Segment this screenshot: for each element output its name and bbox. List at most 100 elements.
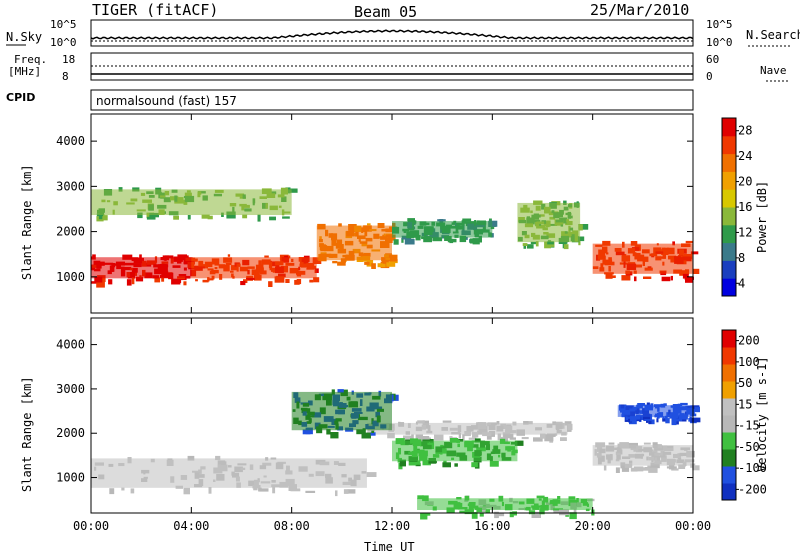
echo-cell <box>544 436 554 442</box>
echo-cell <box>690 251 699 255</box>
echo-cell <box>531 511 541 518</box>
echo-cell <box>92 254 96 260</box>
echo-cell <box>108 279 113 285</box>
echo-cell <box>370 432 376 436</box>
echo-cell <box>530 241 537 245</box>
echo-cell <box>387 432 395 439</box>
echo-cell <box>313 277 320 283</box>
colorbar-tick-label: 200 <box>738 334 760 348</box>
echo-region <box>592 445 693 466</box>
x-tick-label: 16:00 <box>474 519 510 533</box>
colorbar-swatch <box>722 242 736 261</box>
echo-cell <box>422 495 429 502</box>
echo-cell <box>146 216 156 220</box>
colorbar-swatch <box>722 364 736 382</box>
echo-cell <box>468 437 477 440</box>
echo-cell <box>648 467 658 473</box>
colorbar-swatch <box>722 381 736 399</box>
colorbar-swatch <box>722 135 736 155</box>
colorbar-swatch <box>722 278 736 297</box>
echo-cell <box>578 224 589 230</box>
echo-cell <box>648 419 652 424</box>
echo-cell <box>186 255 189 258</box>
echo-cell <box>347 489 356 494</box>
echo-cell <box>187 455 195 461</box>
echo-cell <box>625 416 631 421</box>
echo-cell <box>288 188 298 193</box>
echo-cell <box>578 241 581 246</box>
colorbar-swatch <box>722 347 736 365</box>
echo-cell <box>527 244 534 249</box>
echo-cell <box>415 235 421 241</box>
echo-cell <box>330 432 339 439</box>
echo-cell <box>207 215 213 220</box>
echo-cell <box>137 212 143 219</box>
echo-cell <box>630 467 638 472</box>
echo-cell <box>533 437 543 442</box>
echo-cell <box>569 512 577 520</box>
echo-cell <box>673 418 683 422</box>
echo-region <box>392 440 518 462</box>
x-tick-label: 08:00 <box>274 519 310 533</box>
echo-cell <box>371 263 376 269</box>
echo-cell <box>524 421 533 425</box>
echo-cell <box>662 417 666 422</box>
echo-cell <box>677 403 683 406</box>
y-tick-label: 4000 <box>56 134 85 148</box>
echo-cell <box>417 420 425 424</box>
beam-title: Beam 05 <box>354 3 418 21</box>
nsearch-tick-high: 10^5 <box>706 18 733 31</box>
echo-cell <box>459 510 467 514</box>
nave-label: Nave <box>760 64 787 77</box>
echo-cell <box>690 417 701 423</box>
echo-cell <box>472 432 479 438</box>
echo-cell <box>171 278 182 283</box>
panel-1-echoes <box>91 389 701 520</box>
colorbar-tick-label: 100 <box>738 355 760 369</box>
echo-cell <box>523 421 529 425</box>
echo-cell <box>662 416 665 419</box>
echo-cell <box>91 281 97 284</box>
echo-cell <box>469 238 480 244</box>
echo-cell <box>523 243 527 249</box>
power-panel-ylabel: Slant Range [km] <box>20 164 34 280</box>
echo-region <box>417 498 593 510</box>
echo-cell <box>94 276 103 283</box>
echo-cell <box>183 487 190 495</box>
colorbar-tick-label: 8 <box>738 251 745 265</box>
echo-cell <box>456 497 462 500</box>
echo-cell <box>154 277 161 283</box>
echo-cell <box>672 241 675 246</box>
echo-cell <box>118 187 123 192</box>
echo-cell <box>602 240 611 246</box>
echo-cell <box>404 238 415 245</box>
echo-cell <box>109 488 115 495</box>
cpid-label: CPID <box>6 91 36 104</box>
y-tick-label: 1000 <box>56 270 85 284</box>
echo-cell <box>664 415 668 420</box>
echo-cell <box>464 495 470 501</box>
echo-cell <box>195 279 198 282</box>
echo-cell <box>335 490 338 497</box>
echo-cell <box>643 276 652 279</box>
echo-region <box>517 202 581 243</box>
echo-cell <box>165 255 174 259</box>
colorbar-tick-label: 20 <box>738 175 752 189</box>
echo-cell <box>458 433 461 439</box>
echo-cell <box>139 254 142 259</box>
echo-cell <box>98 215 103 220</box>
echo-cell <box>309 279 314 283</box>
echo-cell <box>547 241 554 245</box>
echo-cell <box>474 438 481 443</box>
colorbar-frame <box>721 329 737 501</box>
echo-cell <box>285 279 290 283</box>
echo-cell <box>643 442 651 445</box>
colorbar-swatch <box>722 449 736 467</box>
echo-cell <box>130 488 135 494</box>
y-tick-label: 4000 <box>56 338 85 352</box>
nave-tick-low: 0 <box>706 70 713 83</box>
echo-cell <box>663 403 667 406</box>
colorbar-tick-label: 24 <box>738 149 752 163</box>
echo-cell <box>528 510 536 515</box>
